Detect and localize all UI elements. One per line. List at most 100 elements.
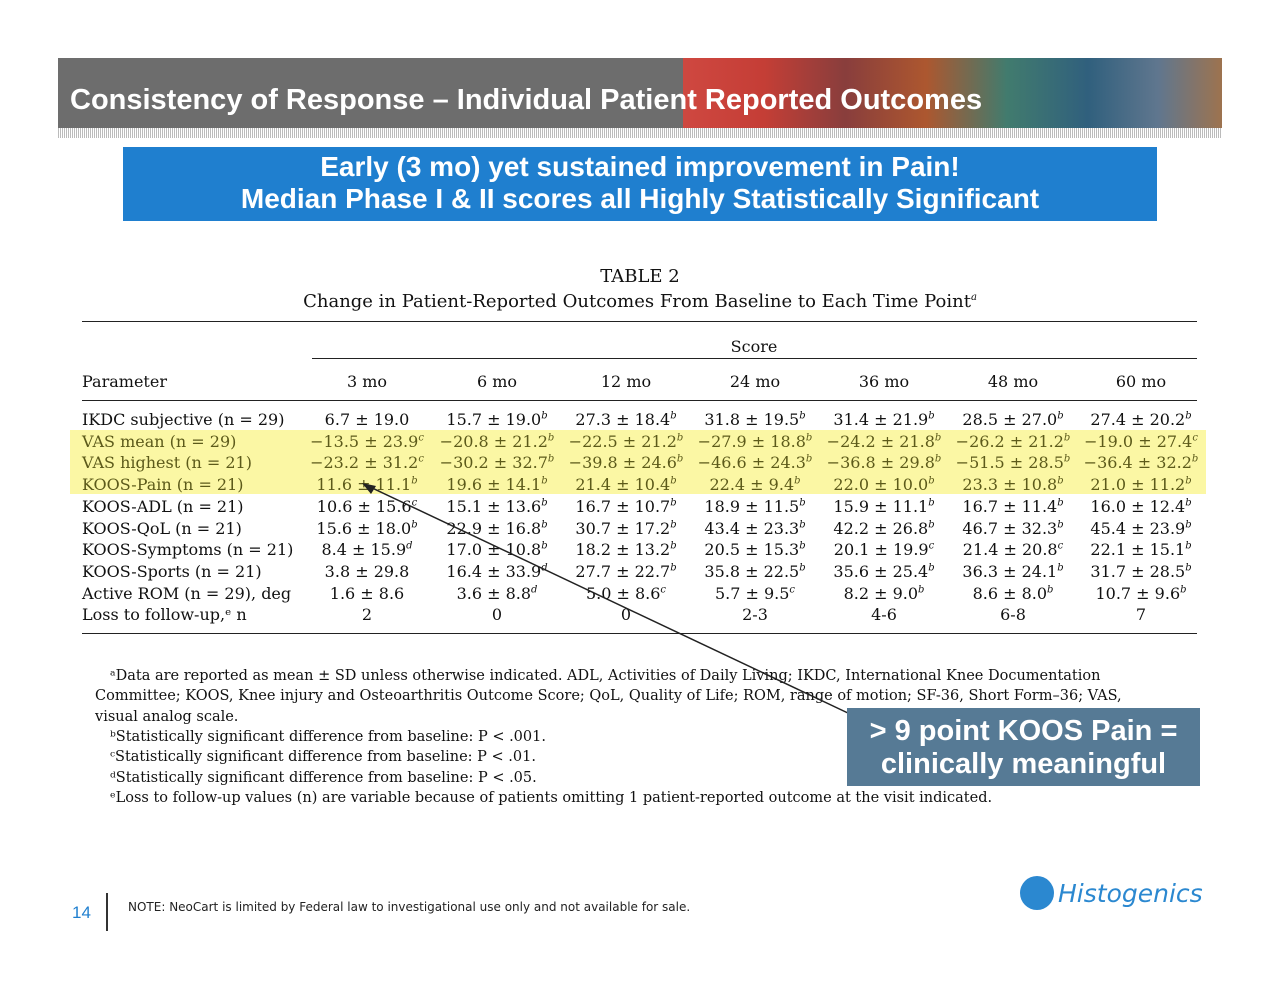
cell-value: −19.0 ± 27.4 xyxy=(1084,431,1193,451)
cell-significance: c xyxy=(660,584,667,596)
cell-value: 30.7 ± 17.2 xyxy=(575,518,671,538)
cell-significance: b xyxy=(547,432,555,444)
cell-value: 10.7 ± 9.6 xyxy=(1095,583,1181,603)
header-rule xyxy=(82,400,1197,401)
cell-value: 15.7 ± 19.0 xyxy=(446,410,542,429)
table-subtitle-sup: a xyxy=(970,292,977,303)
cell-value: 0 xyxy=(491,605,503,625)
table-subtitle-text: Change in Patient-Reported Outcomes From… xyxy=(303,291,971,312)
cell-significance: b xyxy=(934,454,942,466)
cell-significance: c xyxy=(928,540,935,552)
cell-significance: b xyxy=(799,562,806,574)
cell-significance: b xyxy=(805,454,813,466)
table-cell: 1.6 ± 8.6 xyxy=(330,584,404,603)
cell-value: 3.6 ± 8.8 xyxy=(456,583,532,603)
table-cell: 8.6 ± 8.0b xyxy=(973,584,1054,603)
cell-value: 10.6 ± 15.6 xyxy=(316,496,412,516)
cell-value: 45.4 ± 23.9 xyxy=(1090,518,1186,538)
table-cell: −27.9 ± 18.8b xyxy=(698,432,813,451)
row-label: Active ROM (n = 29), deg xyxy=(82,583,292,603)
footnote: ᵉLoss to follow-up values (n) are variab… xyxy=(110,789,993,806)
cell-significance: b xyxy=(676,454,684,466)
table-cell: 0 xyxy=(621,605,631,624)
table-cell: 18.9 ± 11.5b xyxy=(704,497,805,516)
cell-value: 3.8 ± 29.8 xyxy=(324,561,410,581)
table-cell: 6-8 xyxy=(1000,605,1026,624)
cell-value: 35.6 ± 25.4 xyxy=(833,561,929,581)
cell-value: 16.4 ± 33.9 xyxy=(446,561,542,581)
table-cell: 3.6 ± 8.8d xyxy=(457,584,538,603)
cell-value: 6-8 xyxy=(1000,605,1026,625)
table-cell: 45.4 ± 23.9b xyxy=(1090,519,1191,538)
cell-value: 18.9 ± 11.5 xyxy=(704,496,800,516)
table-cell: 2 xyxy=(362,605,372,624)
row-label: KOOS-Sports (n = 21) xyxy=(82,561,262,581)
cell-value: −36.4 ± 32.2 xyxy=(1083,453,1192,473)
table-cell: 21.4 ± 20.8c xyxy=(963,540,1063,559)
logo-mark-icon xyxy=(1020,876,1054,910)
footer-divider xyxy=(106,893,108,931)
table-cell: 36.3 ± 24.1b xyxy=(962,562,1063,581)
cell-significance: b xyxy=(670,475,677,487)
cell-significance: b xyxy=(1057,497,1064,509)
cell-significance: c xyxy=(418,432,424,444)
cell-significance: b xyxy=(1057,519,1064,531)
cell-significance: b xyxy=(1191,454,1199,466)
table-cell: −19.0 ± 27.4c xyxy=(1084,432,1198,451)
cell-value: 22.1 ± 15.1 xyxy=(1090,540,1186,560)
cell-value: 31.8 ± 19.5 xyxy=(704,410,800,429)
highlighted-rows xyxy=(70,430,1206,494)
cell-significance: b xyxy=(411,519,418,531)
cell-significance: b xyxy=(541,475,548,487)
cell-significance: c xyxy=(1192,432,1198,444)
cell-significance: b xyxy=(1185,519,1192,531)
cell-value: 2-3 xyxy=(742,605,768,625)
table-cell: 31.8 ± 19.5b xyxy=(704,410,805,429)
cell-value: −39.8 ± 24.6 xyxy=(568,453,677,473)
table-cell: 10.6 ± 15.6c xyxy=(317,497,417,516)
cell-significance: b xyxy=(541,540,548,552)
table-subtitle: Change in Patient-Reported Outcomes From… xyxy=(0,291,1280,312)
cell-significance: d xyxy=(531,584,538,596)
table-cell: −36.4 ± 32.2b xyxy=(1084,453,1199,472)
footnote: ᵃData are reported as mean ± SD unless o… xyxy=(110,668,1101,684)
cell-significance: b xyxy=(411,475,418,487)
cell-value: −30.2 ± 32.7 xyxy=(439,453,548,473)
table-cell: −46.6 ± 24.3b xyxy=(698,453,813,472)
table-cell: 15.6 ± 18.0b xyxy=(316,519,417,538)
cell-value: 22.9 ± 16.8 xyxy=(446,518,542,538)
table-cell: 4-6 xyxy=(871,605,897,624)
cell-value: −23.2 ± 31.2 xyxy=(310,453,419,473)
param-header: Parameter xyxy=(82,372,167,391)
cell-significance: b xyxy=(1185,475,1192,487)
cell-value: 15.9 ± 11.1 xyxy=(833,496,929,516)
histogenics-logo: Histogenics xyxy=(1020,876,1203,910)
cell-value: 16.7 ± 11.4 xyxy=(962,496,1058,516)
table-cell: 23.3 ± 10.8b xyxy=(962,475,1063,494)
cell-significance: b xyxy=(547,454,555,466)
table-cell: −51.5 ± 28.5b xyxy=(956,453,1071,472)
table-cell: 8.2 ± 9.0b xyxy=(844,584,925,603)
table-cell: 17.0 ± 10.8b xyxy=(446,540,547,559)
table-cell: 20.5 ± 15.3b xyxy=(704,540,805,559)
table-cell: 3.8 ± 29.8 xyxy=(325,562,410,581)
slide-title: Consistency of Response – Individual Pat… xyxy=(70,84,983,116)
footnote: ᶜStatistically significant difference fr… xyxy=(110,749,536,766)
table-cell: 46.7 ± 32.3b xyxy=(962,519,1063,538)
table-cell: 15.9 ± 11.1b xyxy=(833,497,934,516)
arrow-head-icon xyxy=(362,483,376,494)
footnote: Committee; KOOS, Knee injury and Osteoar… xyxy=(95,688,1122,705)
cell-value: 31.7 ± 28.5 xyxy=(1090,561,1186,581)
cell-significance: b xyxy=(799,497,806,509)
cell-significance: b xyxy=(805,432,813,444)
cell-value: 21.0 ± 11.2 xyxy=(1090,475,1186,495)
header-divider xyxy=(58,128,1222,138)
arrow-line xyxy=(367,485,851,715)
cell-value: 22.0 ± 10.0 xyxy=(833,475,929,495)
cell-significance: b xyxy=(799,540,806,552)
highlight-banner: Early (3 mo) yet sustained improvement i… xyxy=(123,147,1157,221)
cell-value: 6.7 ± 19.0 xyxy=(324,410,410,429)
cell-value: 36.3 ± 24.1 xyxy=(962,561,1058,581)
